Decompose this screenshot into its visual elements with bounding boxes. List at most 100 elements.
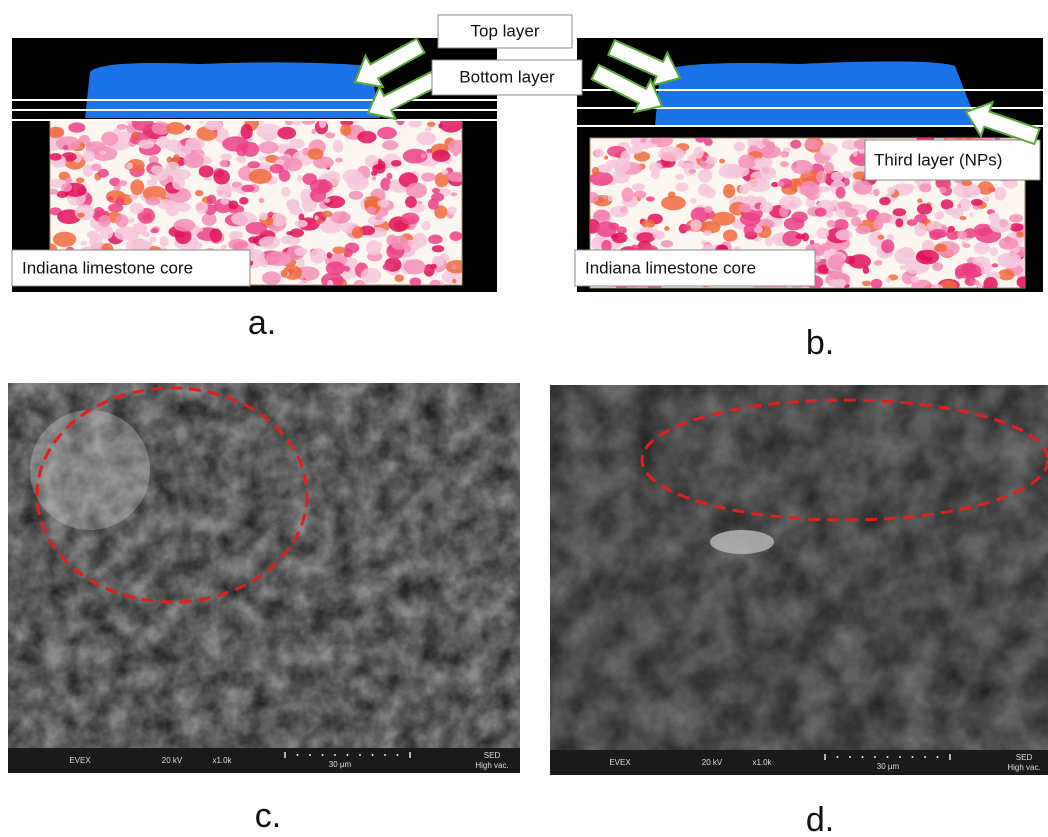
density-blob [53,232,76,247]
density-blob [784,217,805,230]
density-blob [220,153,231,160]
density-blob [661,240,674,247]
scale-tick [899,756,901,758]
density-blob [391,160,402,167]
density-blob [216,184,232,198]
sb-text: EVEX [69,756,91,765]
density-blob [990,219,1012,233]
scale-tick [862,756,864,758]
density-blob [871,279,883,289]
density-blob [815,208,827,217]
density-blob [835,230,852,241]
density-blob [877,235,884,240]
density-blob [604,155,608,159]
density-blob [895,218,903,227]
scale-tick [937,756,939,758]
density-blob [829,279,837,286]
panel-b: Indiana limestone core Third layer (NPs)… [575,38,1043,362]
density-blob [292,120,301,125]
highlight [30,410,150,530]
density-blob [221,245,227,249]
density-blob [668,191,675,198]
density-blob [805,139,820,149]
scale-tick [887,756,889,758]
density-blob [427,122,435,127]
density-blob [960,216,967,220]
density-blob [898,247,914,258]
density-blob [428,199,439,210]
density-blob [302,173,317,185]
density-blob [853,151,858,156]
density-blob [173,154,180,161]
density-blob [451,192,457,196]
density-blob [277,127,296,140]
figure: Indiana limestone core a. Indiana limest… [0,0,1048,837]
sb-text: High vac. [475,761,508,770]
density-blob [83,151,96,162]
density-blob [796,234,805,240]
density-blob [372,164,385,174]
density-blob [183,153,204,168]
density-blob [971,199,983,206]
density-blob [1009,214,1023,223]
density-blob [620,151,630,163]
density-blob [150,237,157,243]
density-blob [266,217,273,226]
density-blob [932,262,943,271]
density-blob [259,236,281,249]
scale-tick [409,752,411,758]
density-blob [263,134,273,142]
density-blob [259,156,266,160]
density-blob [432,150,451,162]
density-blob [817,246,826,252]
density-blob [929,231,941,240]
density-blob [324,198,331,203]
density-blob [332,246,345,253]
density-blob [340,124,351,136]
density-blob [310,248,326,263]
scale-tick [397,754,399,756]
density-blob [335,158,343,163]
density-blob [447,206,457,214]
density-blob [229,231,243,239]
scale-tick [322,754,324,756]
core-label: Indiana limestone core [22,258,193,277]
density-blob [297,259,304,267]
density-blob [452,265,457,270]
density-blob [649,162,662,172]
density-blob [746,178,771,192]
density-blob [405,196,417,208]
density-blob [842,171,851,178]
density-blob [138,139,154,149]
density-blob [361,268,382,284]
density-blob [955,263,982,279]
density-blob [1009,223,1023,231]
density-blob [836,187,846,199]
density-blob [391,236,409,250]
density-blob [333,140,343,153]
density-blob [863,266,870,274]
density-blob [800,181,819,197]
density-blob [689,169,696,174]
density-blob [762,139,770,145]
density-blob [327,252,333,258]
density-blob [816,227,829,239]
density-blob [100,226,113,240]
density-blob [698,183,710,196]
density-blob [651,137,663,145]
density-blob [406,183,427,199]
density-blob [760,167,776,180]
density-blob [790,140,801,149]
density-blob [917,203,932,214]
density-blob [690,219,702,231]
density-blob [873,189,879,197]
density-blob [911,277,920,283]
density-blob [664,226,669,231]
density-blob [990,247,998,256]
density-blob [874,260,882,266]
sb-text: 20 kV [162,756,183,765]
density-blob [404,259,426,274]
density-blob [325,132,335,138]
density-blob [690,198,697,204]
density-blob [68,122,85,132]
